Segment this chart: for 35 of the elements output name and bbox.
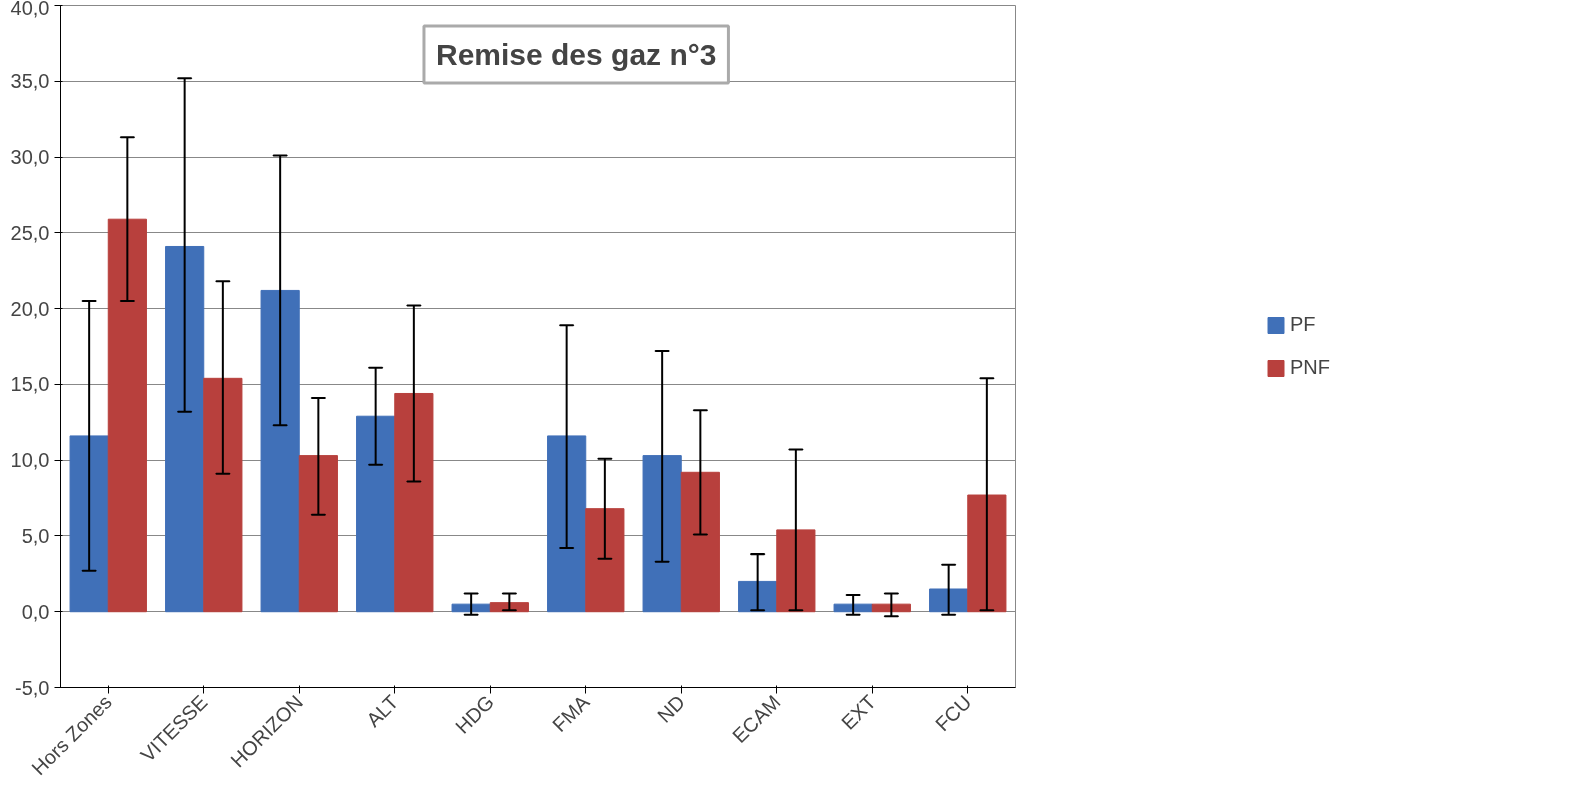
y-tick-label: 15,0 — [10, 373, 50, 396]
text: Remise des gaz n°3 — [435, 37, 717, 71]
bar — [833, 603, 873, 613]
y-tick-label: -5,0 — [15, 676, 50, 699]
bar — [356, 415, 396, 613]
y-tick-label: 30,0 — [10, 146, 50, 169]
bar — [107, 218, 147, 613]
bar — [165, 245, 205, 613]
bar — [298, 455, 338, 613]
y-tick-label: 20,0 — [10, 297, 50, 320]
bar — [929, 588, 969, 613]
bar — [738, 580, 778, 613]
y-tick-label: 35,0 — [10, 70, 50, 93]
legend-label: PNF — [1290, 356, 1330, 379]
bar — [642, 455, 682, 613]
x-tick-label: ALT — [362, 690, 403, 732]
x-tick-label: ND — [653, 690, 690, 727]
bar — [680, 471, 720, 613]
bar — [451, 603, 491, 613]
bar — [967, 494, 1007, 613]
bar — [260, 289, 300, 613]
y-tick-label: 5,0 — [21, 524, 50, 547]
y-tick-label: 25,0 — [10, 221, 50, 244]
y-tick-label: 0,0 — [21, 600, 50, 623]
bar — [871, 603, 911, 613]
y-tick-label: 10,0 — [10, 449, 50, 472]
y-tick-label: 40,0 — [10, 0, 50, 19]
x-tick-label: FMA — [548, 690, 594, 737]
bar — [547, 435, 587, 613]
bar — [69, 435, 109, 613]
bar — [585, 508, 625, 613]
bar — [203, 377, 243, 613]
legend-label: PF — [1290, 313, 1316, 336]
bar — [776, 529, 816, 613]
bar — [394, 392, 434, 613]
